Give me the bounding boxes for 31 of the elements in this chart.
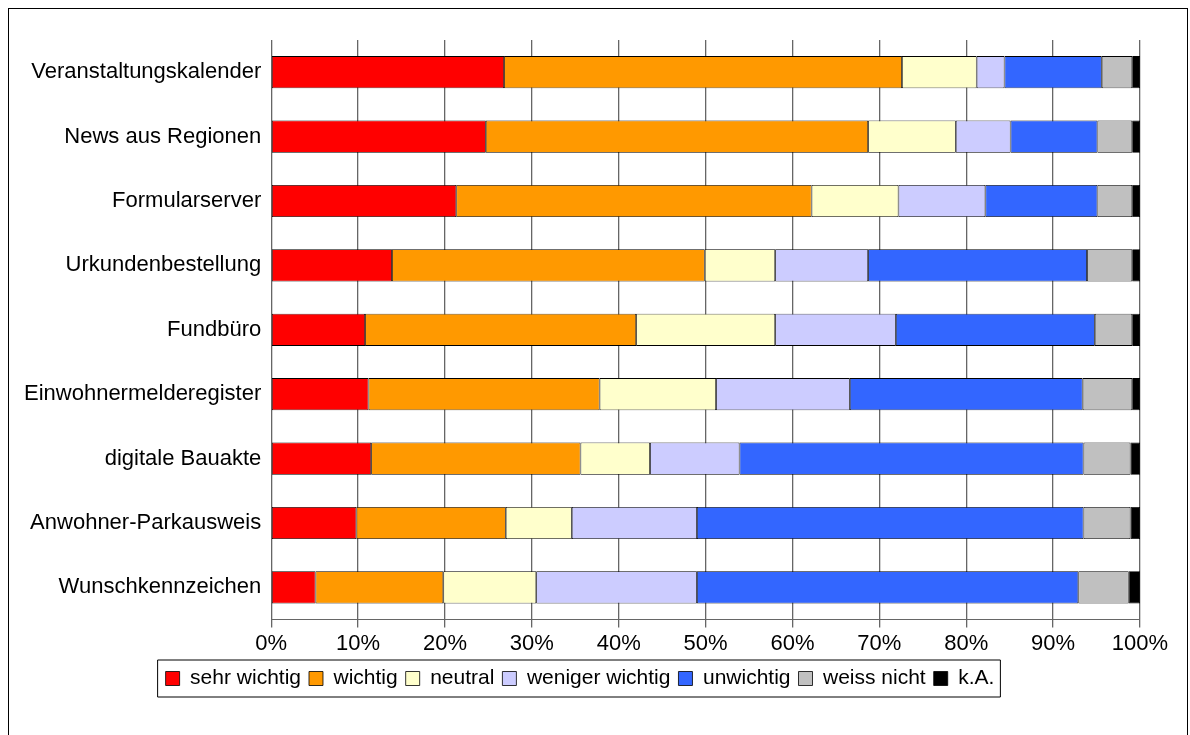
bar	[1130, 442, 1140, 475]
x-tick-label: 40%	[596, 629, 641, 655]
x-tick-label: 20%	[422, 629, 468, 655]
x-tick-label: 70%	[857, 629, 902, 655]
legend-label: neutral	[430, 665, 495, 689]
legend-label: weniger wichtig	[525, 665, 671, 689]
y-tick-label: digitale Bauakte	[104, 444, 262, 470]
y-tick-label: Einwohnermelderegister	[24, 380, 262, 406]
x-tick-label: 10%	[336, 629, 381, 655]
legend-label: weiss nicht	[822, 665, 926, 689]
y-tick-label: Veranstaltungskalender	[31, 58, 262, 84]
x-tick-label: 100%	[1111, 629, 1169, 655]
bar	[1132, 249, 1140, 282]
x-tick-label: 0%	[255, 629, 288, 655]
y-tick-label: Urkundenbestellung	[65, 251, 262, 277]
legend-label: unwichtig	[702, 665, 791, 689]
x-tick-label: 80%	[944, 629, 989, 655]
x-tick-label: 90%	[1031, 629, 1076, 655]
y-tick-label: Fundbüro	[167, 315, 262, 341]
y-tick-label: Formularserver	[112, 187, 262, 213]
legend-label: sehr wichtig	[190, 665, 302, 689]
x-tick-label: 30%	[509, 629, 554, 655]
y-tick-label: Wunschkennzeichen	[58, 573, 262, 599]
bar	[1128, 571, 1140, 604]
legend-label: wichtig	[332, 665, 398, 689]
y-tick-label: News aus Regionen	[64, 122, 262, 148]
legend-label: k.A.	[958, 665, 995, 689]
y-tick-label: Anwohner-Parkausweis	[30, 509, 262, 535]
x-tick-label: 50%	[683, 629, 728, 655]
bar	[1132, 120, 1140, 153]
x-tick-label: 60%	[770, 629, 815, 655]
